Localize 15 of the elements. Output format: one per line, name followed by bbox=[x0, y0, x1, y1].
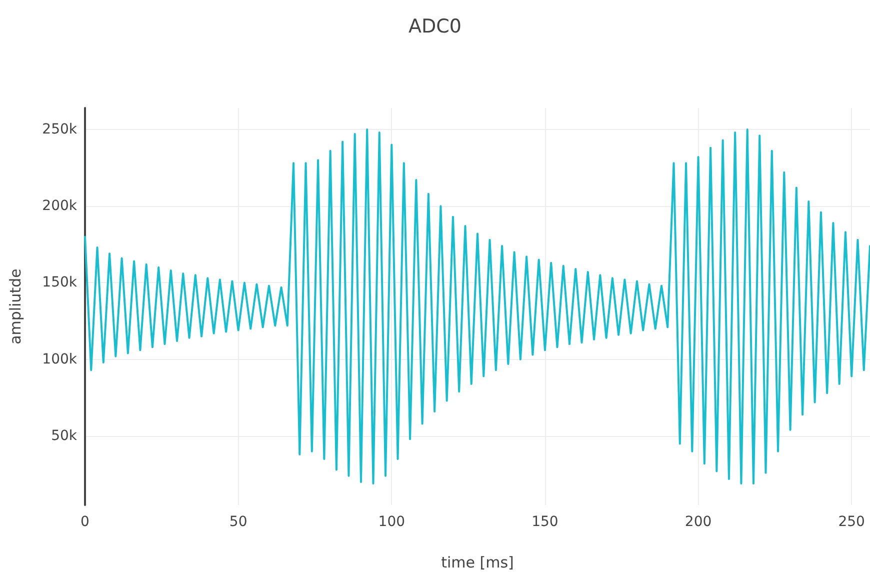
x-tick-label: 150 bbox=[532, 514, 558, 530]
x-tick-label: 200 bbox=[684, 514, 712, 530]
y-tick-label: 100k bbox=[42, 351, 78, 368]
y-tick-label: 50k bbox=[51, 428, 78, 444]
x-tick-label: 0 bbox=[80, 514, 90, 530]
x-tick-label: 100 bbox=[378, 514, 406, 530]
y-tick-label: 200k bbox=[42, 198, 78, 214]
line-series bbox=[84, 128, 870, 485]
y-axis-title: ampliutde bbox=[6, 268, 24, 344]
chart-title: ADC0 bbox=[408, 16, 462, 38]
y-tick-label: 150k bbox=[42, 274, 78, 291]
x-tick-label: 50 bbox=[229, 514, 248, 530]
x-tick-label: 250 bbox=[838, 514, 865, 530]
x-axis-title: time [ms] bbox=[441, 554, 514, 572]
y-tick-label: 250k bbox=[42, 121, 78, 138]
